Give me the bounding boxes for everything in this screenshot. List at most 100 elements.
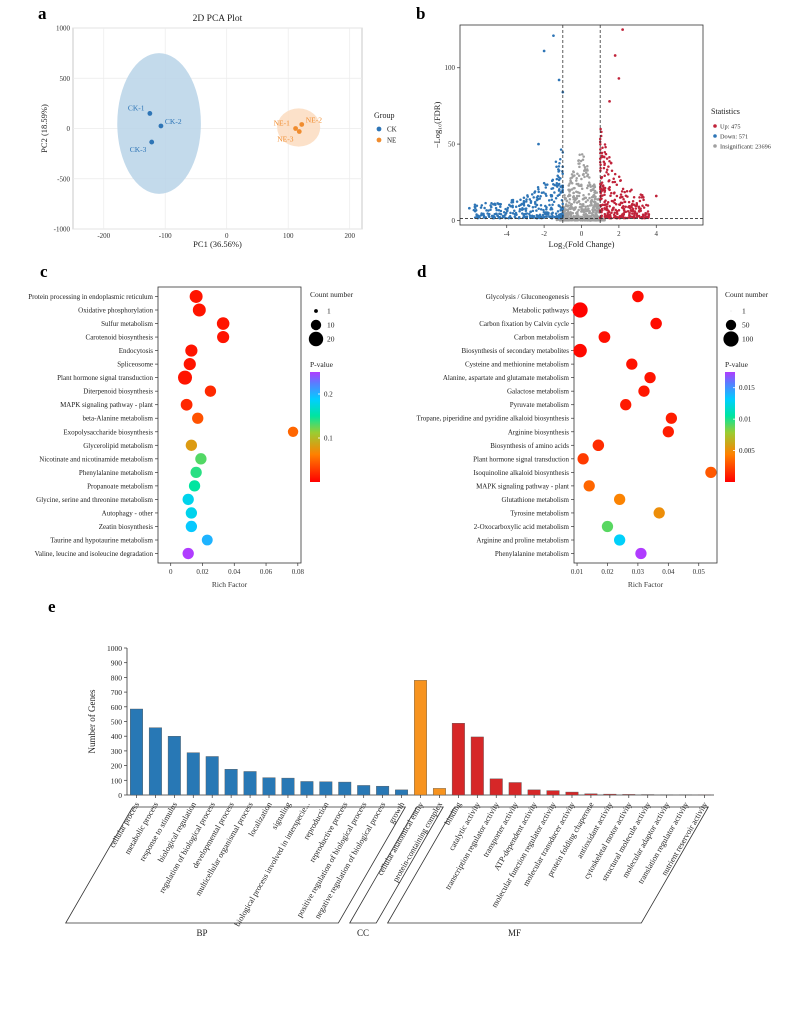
gene-point (550, 206, 553, 209)
gene-point (586, 174, 589, 178)
gene-point (601, 146, 604, 149)
gene-point (554, 197, 558, 200)
gene-point (544, 204, 547, 208)
gene-count-bar (205, 756, 219, 796)
term-bubble (192, 412, 204, 424)
gene-point (603, 203, 607, 207)
gene-point-outlier (557, 78, 561, 82)
gene-point (575, 190, 578, 194)
gene-point (624, 205, 627, 209)
group-bracket (65, 806, 407, 924)
gene-point (487, 209, 490, 212)
gene-point (514, 211, 518, 215)
term-label: Plant hormone signal transduction (57, 374, 153, 382)
gene-point (563, 194, 566, 197)
gene-point (567, 184, 570, 187)
gene-point (517, 204, 521, 208)
gene-point (622, 213, 626, 216)
term-bubble (216, 317, 230, 330)
gene-point (602, 160, 606, 164)
gene-count-bar (508, 782, 522, 796)
gene-point (555, 165, 558, 168)
sample-label: NE-1 (274, 119, 290, 128)
term-bubble (177, 370, 193, 385)
gene-point (559, 148, 563, 151)
term-label: Arginine biosynthesis (508, 428, 569, 436)
gene-count-bar (357, 785, 371, 796)
gene-point (551, 214, 554, 217)
gene-point (570, 206, 574, 210)
gene-point (610, 169, 614, 173)
term-bubble (185, 344, 198, 357)
gene-point (490, 214, 494, 218)
gene-point (518, 210, 521, 213)
gene-point (499, 209, 503, 213)
gene-point (556, 210, 560, 213)
gene-point (475, 214, 479, 218)
gene-point (587, 193, 591, 196)
term-label: Metabolic pathways (512, 307, 569, 315)
color-bar (310, 372, 320, 482)
sample-point (158, 123, 164, 129)
term-label: beta-Alanine metabolism (82, 415, 153, 423)
gene-point (577, 218, 580, 222)
gene-count-bar (262, 777, 276, 796)
sample-point (293, 126, 298, 131)
gene-point (577, 199, 581, 203)
x-tick-label: -100 (159, 232, 172, 240)
legend-label: NE (387, 137, 396, 145)
gene-point (584, 169, 587, 172)
gene-point (635, 201, 639, 205)
term-bubble (644, 372, 656, 384)
y-tick-label: 300 (111, 747, 123, 756)
gene-point (599, 152, 602, 155)
y-tick-label: 1000 (56, 25, 71, 33)
gene-point (567, 204, 570, 207)
term-bubble (632, 290, 644, 303)
gene-point (599, 187, 602, 191)
gene-point (588, 176, 591, 179)
gene-count-bar (470, 736, 484, 796)
term-label: Valine, leucine and isoleucine degradati… (35, 550, 154, 558)
gene-point (603, 200, 606, 204)
gene-point (520, 202, 524, 206)
gene-point (599, 148, 602, 151)
term-label: Oxidative phosphorylation (78, 307, 153, 315)
gene-point (489, 208, 492, 212)
gene-point (509, 211, 512, 215)
gene-count-bar (243, 771, 257, 796)
gene-point (511, 205, 514, 209)
gene-point-outlier (613, 54, 617, 57)
gene-point (637, 210, 641, 213)
gene-point (591, 218, 594, 221)
term-label: Nicotinate and nicotinamide metabolism (39, 455, 153, 463)
term-bubble (182, 493, 194, 506)
gene-point (523, 215, 527, 218)
gene-point (581, 158, 585, 162)
term-bubble (189, 289, 203, 303)
term-label: Phenylalanine metabolism (79, 469, 154, 477)
gene-point (632, 214, 636, 218)
gene-point (613, 211, 617, 215)
gene-point (569, 179, 572, 182)
gene-point (541, 213, 545, 217)
gene-point (604, 145, 607, 149)
gene-point (573, 196, 577, 200)
size-legend-label: 50 (742, 321, 750, 330)
gene-point (625, 189, 629, 193)
gene-point (583, 196, 587, 199)
gene-point (641, 204, 644, 207)
panel-letter-c: c (40, 262, 48, 281)
term-bubble (613, 534, 626, 546)
gene-point (631, 200, 635, 203)
gene-point (590, 203, 593, 207)
term-bubble (190, 466, 202, 479)
term-label: Exopolysaccharide biosynthesis (63, 428, 153, 436)
x-tick-label: 0.01 (571, 568, 584, 576)
gene-point (637, 206, 641, 209)
gene-point (638, 196, 641, 199)
gene-point (548, 203, 551, 207)
gene-point (621, 215, 625, 218)
gene-point (560, 184, 563, 188)
